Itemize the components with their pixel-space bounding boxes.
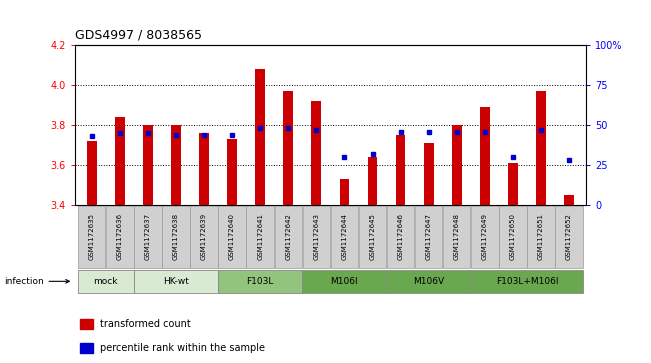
Text: infection: infection <box>4 277 70 286</box>
FancyBboxPatch shape <box>134 206 161 268</box>
FancyBboxPatch shape <box>77 270 134 293</box>
Bar <box>199 133 209 205</box>
Bar <box>536 91 546 205</box>
FancyBboxPatch shape <box>443 206 471 268</box>
Bar <box>87 141 96 205</box>
Bar <box>452 125 462 205</box>
FancyBboxPatch shape <box>134 270 218 293</box>
FancyBboxPatch shape <box>331 206 358 268</box>
Bar <box>227 139 237 205</box>
FancyBboxPatch shape <box>275 206 302 268</box>
Bar <box>80 319 92 329</box>
Bar <box>368 157 378 205</box>
Bar <box>283 91 293 205</box>
FancyBboxPatch shape <box>78 206 105 268</box>
FancyBboxPatch shape <box>106 206 133 268</box>
Text: GSM1172645: GSM1172645 <box>370 213 376 260</box>
Text: GSM1172638: GSM1172638 <box>173 213 179 260</box>
FancyBboxPatch shape <box>303 206 330 268</box>
Bar <box>424 143 434 205</box>
FancyBboxPatch shape <box>218 206 246 268</box>
FancyBboxPatch shape <box>162 206 189 268</box>
Text: GSM1172635: GSM1172635 <box>89 213 94 260</box>
Text: GSM1172641: GSM1172641 <box>257 213 263 260</box>
Text: F103L: F103L <box>247 277 274 286</box>
FancyBboxPatch shape <box>359 206 386 268</box>
Text: M106I: M106I <box>331 277 358 286</box>
FancyBboxPatch shape <box>387 206 414 268</box>
Bar <box>143 125 153 205</box>
Text: transformed count: transformed count <box>100 319 191 329</box>
FancyBboxPatch shape <box>387 270 471 293</box>
FancyBboxPatch shape <box>555 206 583 268</box>
FancyBboxPatch shape <box>471 206 499 268</box>
Text: GSM1172648: GSM1172648 <box>454 213 460 260</box>
Text: GSM1172649: GSM1172649 <box>482 213 488 260</box>
Bar <box>171 125 181 205</box>
Bar <box>80 343 92 353</box>
Bar <box>564 195 574 205</box>
Text: mock: mock <box>94 277 118 286</box>
Bar <box>480 107 490 205</box>
FancyBboxPatch shape <box>415 206 443 268</box>
Text: HK-wt: HK-wt <box>163 277 189 286</box>
FancyBboxPatch shape <box>499 206 527 268</box>
FancyBboxPatch shape <box>471 270 583 293</box>
FancyBboxPatch shape <box>247 206 274 268</box>
Text: GSM1172644: GSM1172644 <box>341 213 348 260</box>
Bar <box>115 117 125 205</box>
Text: GDS4997 / 8038565: GDS4997 / 8038565 <box>75 29 202 42</box>
FancyBboxPatch shape <box>218 270 302 293</box>
Text: GSM1172643: GSM1172643 <box>313 213 320 260</box>
Text: GSM1172652: GSM1172652 <box>566 213 572 260</box>
Text: GSM1172651: GSM1172651 <box>538 213 544 260</box>
Text: GSM1172646: GSM1172646 <box>398 213 404 260</box>
Text: M106V: M106V <box>413 277 444 286</box>
Text: GSM1172637: GSM1172637 <box>145 213 151 260</box>
Bar <box>340 179 350 205</box>
Text: GSM1172639: GSM1172639 <box>201 213 207 260</box>
Text: GSM1172650: GSM1172650 <box>510 213 516 260</box>
FancyBboxPatch shape <box>527 206 555 268</box>
Text: percentile rank within the sample: percentile rank within the sample <box>100 343 266 353</box>
Text: F103L+M106I: F103L+M106I <box>495 277 558 286</box>
Text: GSM1172642: GSM1172642 <box>285 213 291 260</box>
FancyBboxPatch shape <box>190 206 218 268</box>
Bar <box>396 135 406 205</box>
Text: GSM1172640: GSM1172640 <box>229 213 235 260</box>
Text: GSM1172647: GSM1172647 <box>426 213 432 260</box>
Bar <box>508 163 518 205</box>
FancyBboxPatch shape <box>302 270 387 293</box>
Bar <box>311 101 321 205</box>
Text: GSM1172636: GSM1172636 <box>117 213 123 260</box>
Bar <box>255 69 265 205</box>
